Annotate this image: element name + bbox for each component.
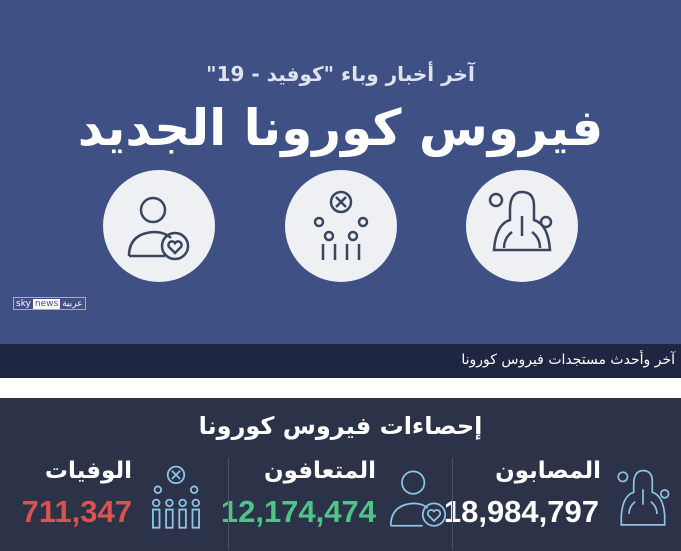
logo-news: news <box>32 298 61 309</box>
person-heart-icon <box>389 470 447 527</box>
stat-label: المتعافون <box>263 458 376 484</box>
lungs-virus-icon <box>617 469 670 526</box>
stat-value: 18,984,797 <box>443 494 599 529</box>
sky-news-arabia-logo: sky news عربية <box>13 297 86 310</box>
hero-subtitle: آخر أخبار وباء "كوفيد - 19" <box>206 62 475 86</box>
stat-value: 12,174,474 <box>220 494 376 529</box>
lungs-virus-icon <box>466 170 578 282</box>
stat-deaths: الوفيات 711,347 <box>0 458 228 550</box>
stat-value: 711,347 <box>21 494 132 529</box>
logo-arabic: عربية <box>62 298 83 309</box>
image-caption: آخر وأحدث مستجدات فيروس كورونا <box>0 344 681 378</box>
divider <box>228 458 229 550</box>
stat-recovered: المتعافون 12,174,474 <box>221 458 452 550</box>
person-heart-icon <box>103 170 215 282</box>
stats-panel: إحصاءات فيروس كورونا المصابون 18,984,797… <box>0 398 681 551</box>
group-x-icon <box>285 170 397 282</box>
divider <box>452 458 453 550</box>
hero-title: فيروس كورونا الجديد <box>77 99 604 157</box>
logo-sky: sky <box>16 298 31 309</box>
hero-banner: آخر أخبار وباء "كوفيد - 19" فيروس كورونا… <box>0 0 681 344</box>
stat-infected: المصابون 18,984,797 <box>444 458 681 550</box>
stat-label: المصابون <box>495 458 601 484</box>
stat-label: الوفيات <box>44 458 132 484</box>
group-x-icon <box>151 465 201 529</box>
stats-title: إحصاءات فيروس كورونا <box>198 412 483 440</box>
